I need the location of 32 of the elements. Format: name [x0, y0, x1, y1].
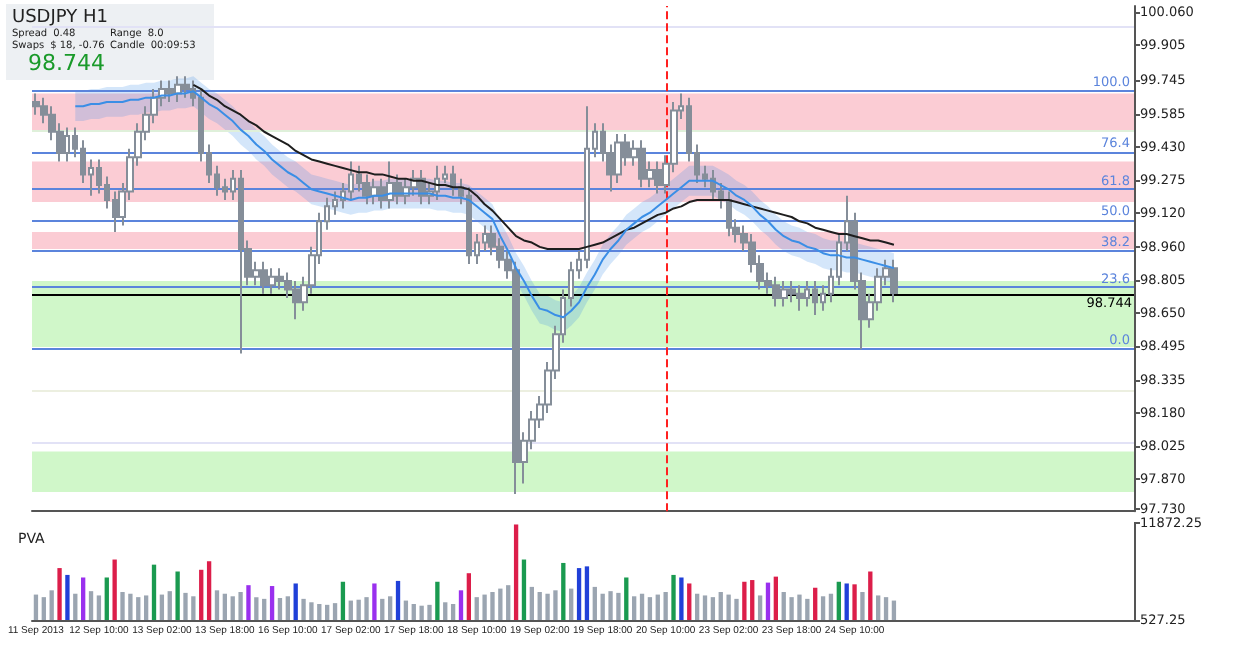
candlestick — [276, 267, 284, 291]
candlestick — [348, 160, 354, 201]
candlestick — [450, 164, 456, 197]
candlestick — [434, 164, 440, 201]
candlestick — [812, 279, 818, 317]
candlestick — [638, 139, 646, 189]
candlestick — [772, 275, 780, 308]
candlestick — [466, 186, 472, 265]
candlestick — [238, 169, 244, 355]
candlestick — [804, 279, 810, 308]
candlestick — [710, 169, 716, 201]
line-series — [192, 83, 895, 250]
candlestick — [32, 92, 40, 116]
candlestick — [166, 79, 174, 103]
candlestick — [654, 160, 662, 195]
candlestick — [890, 258, 898, 304]
annotation: USDJPY H1 — [12, 8, 110, 28]
candlestick — [796, 284, 804, 312]
candlestick — [614, 132, 622, 184]
candlestick — [268, 267, 276, 295]
candlestick — [174, 75, 182, 103]
candlestick — [788, 279, 796, 304]
candlestick — [370, 177, 378, 206]
annotation: 98.744 — [26, 50, 107, 76]
candlestick — [182, 75, 190, 99]
candlestick — [780, 279, 788, 308]
candlestick — [386, 160, 394, 210]
candlestick — [362, 173, 370, 206]
candlestick — [260, 260, 268, 295]
candlestick — [292, 279, 300, 321]
candlestick — [64, 126, 70, 163]
candlestick — [726, 190, 732, 238]
